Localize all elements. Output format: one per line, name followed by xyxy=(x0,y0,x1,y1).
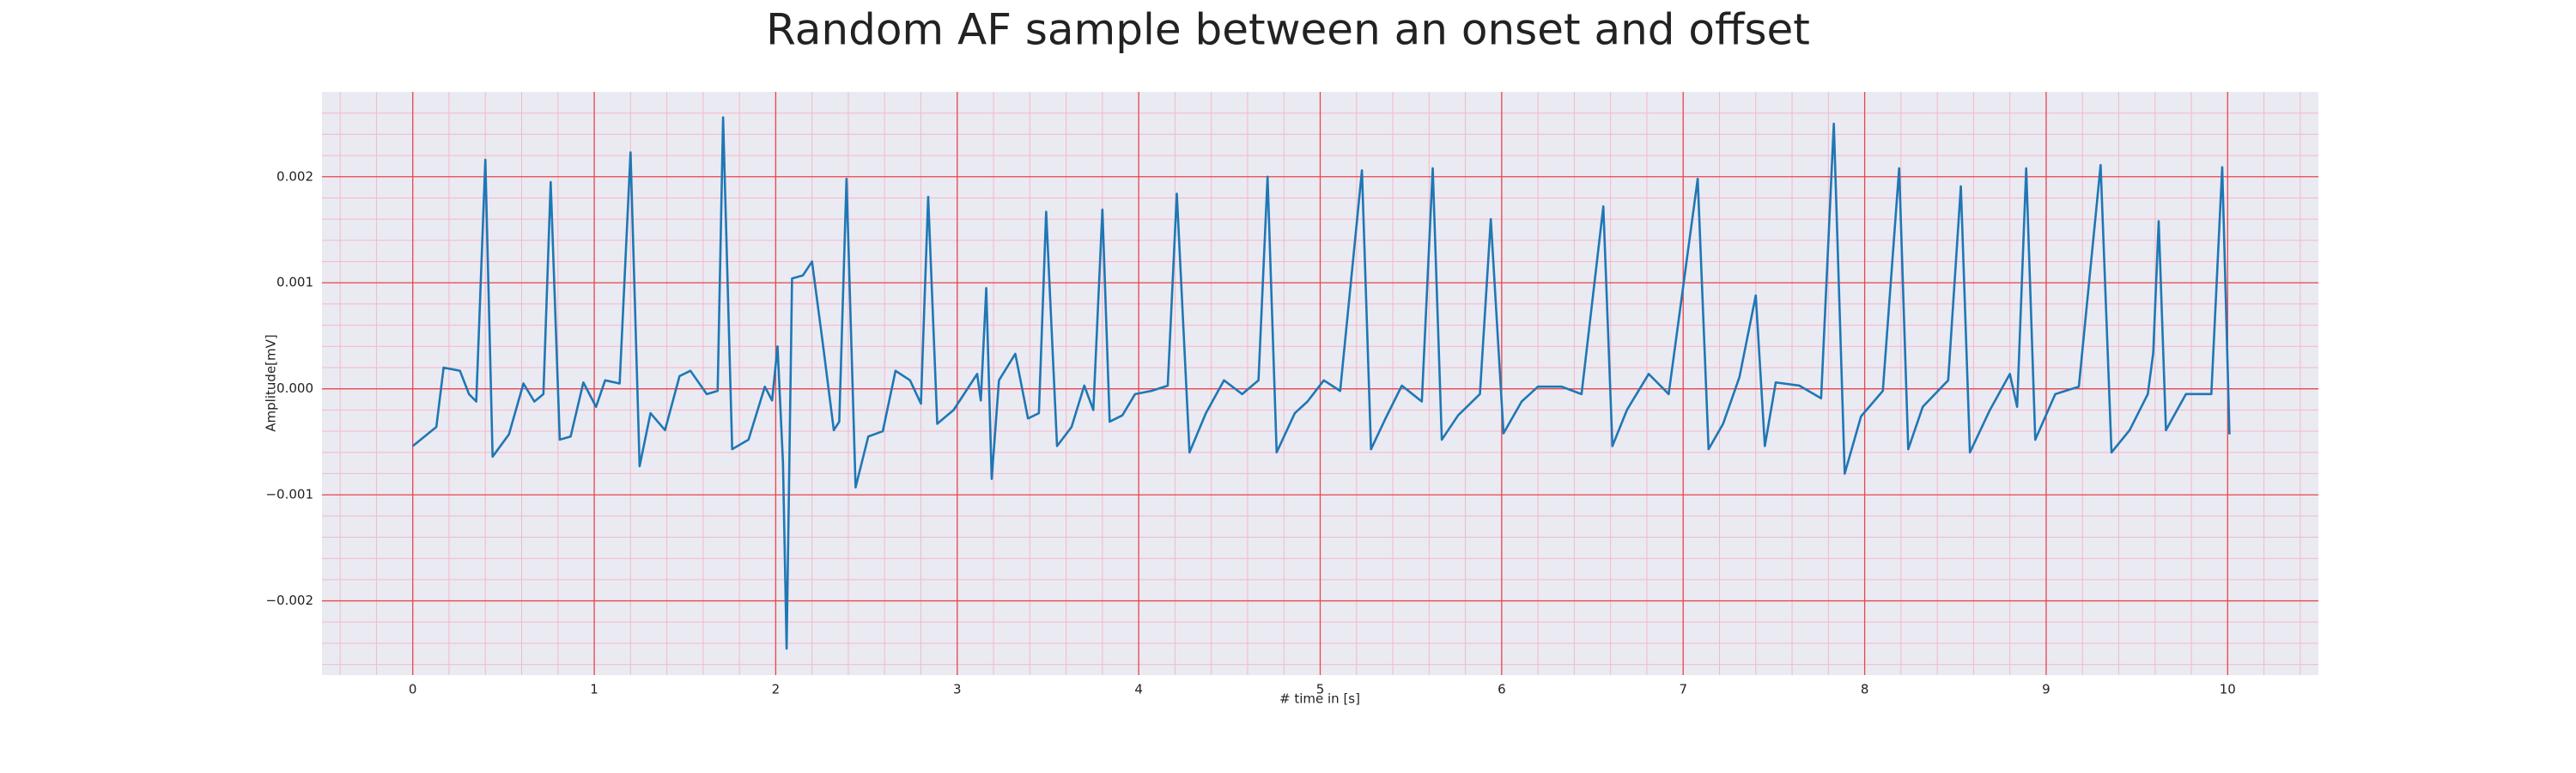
y-tick-label: −0.001 xyxy=(265,487,313,502)
x-tick-label: 4 xyxy=(1134,682,1143,697)
x-tick-label: 3 xyxy=(953,682,962,697)
x-tick-label: 7 xyxy=(1679,682,1687,697)
x-axis-label: # time in [s] xyxy=(1279,691,1360,707)
x-tick-label: 10 xyxy=(2220,682,2236,697)
chart-title: Random AF sample between an onset and of… xyxy=(766,5,1810,55)
x-tick-label: 5 xyxy=(1316,682,1325,697)
y-axis-label: Amplitude[mV] xyxy=(264,334,279,431)
x-tick-label: 6 xyxy=(1498,682,1506,697)
y-tick-label: 0.000 xyxy=(276,380,313,396)
x-tick-label: 0 xyxy=(409,682,417,697)
x-tick-label: 2 xyxy=(772,682,781,697)
y-tick-label: 0.001 xyxy=(276,275,313,290)
x-tick-label: 9 xyxy=(2042,682,2050,697)
y-tick-label: −0.002 xyxy=(265,593,313,608)
x-tick-label: 1 xyxy=(590,682,598,697)
signal-line xyxy=(411,116,2231,650)
y-tick-label: 0.002 xyxy=(276,168,313,184)
x-tick-label: 8 xyxy=(1861,682,1869,697)
